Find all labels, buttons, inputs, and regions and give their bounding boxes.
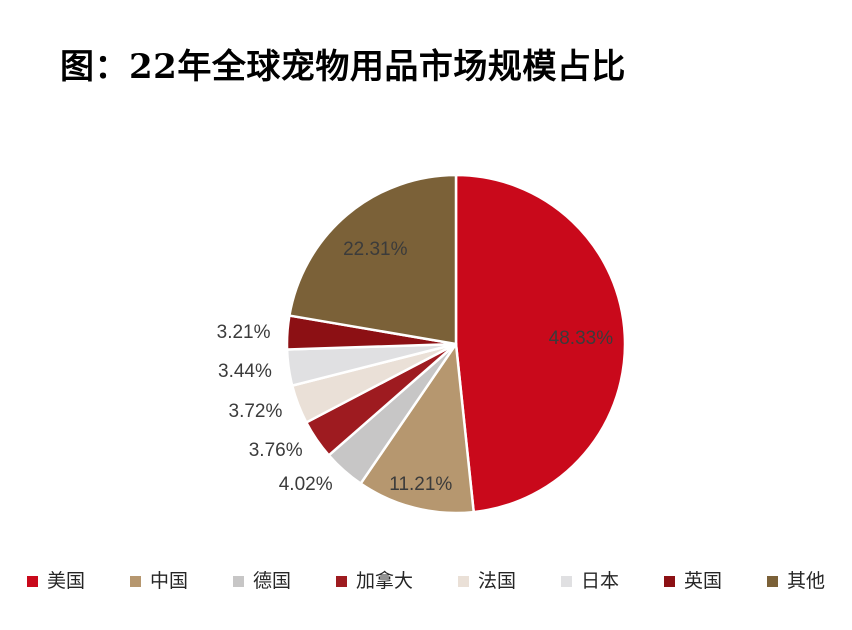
legend-label-5: 日本 bbox=[581, 570, 620, 592]
pie-slice-7 bbox=[288, 173, 458, 346]
slice-label-6: 3.21% bbox=[217, 322, 271, 343]
slice-label-7: 22.31% bbox=[343, 239, 408, 260]
legend-label-6: 英国 bbox=[684, 570, 723, 592]
legend-item-3: 加拿大 bbox=[335, 570, 413, 592]
slice-label-3: 3.76% bbox=[249, 440, 303, 461]
legend-label-4: 法国 bbox=[478, 570, 517, 592]
legend: 美国 中国 德国 加拿大 法国 日本 英国 其他 bbox=[0, 572, 852, 591]
legend-item-1: 中国 bbox=[129, 570, 188, 592]
legend-item-2: 德国 bbox=[232, 570, 291, 592]
legend-swatch-1 bbox=[129, 576, 141, 587]
slice-label-0: 48.33% bbox=[549, 328, 614, 349]
legend-swatch-5 bbox=[561, 576, 573, 587]
legend-label-0: 美国 bbox=[46, 570, 85, 592]
slice-label-5: 3.44% bbox=[218, 361, 272, 382]
legend-swatch-2 bbox=[232, 576, 244, 587]
chart-title: 图：22年全球宠物用品市场规模占比 bbox=[60, 47, 626, 87]
legend-swatch-3 bbox=[335, 576, 347, 587]
legend-item-6: 英国 bbox=[664, 572, 722, 591]
legend-swatch-4 bbox=[458, 576, 469, 587]
legend-swatch-6 bbox=[664, 576, 676, 587]
legend-label-3: 加拿大 bbox=[355, 570, 413, 592]
legend-item-5: 日本 bbox=[561, 572, 619, 591]
legend-swatch-0 bbox=[26, 576, 38, 587]
slice-label-2: 4.02% bbox=[279, 474, 333, 495]
pie-slice-1 bbox=[359, 342, 475, 515]
slice-label-1: 11.21% bbox=[389, 474, 452, 495]
legend-item-7: 其他 bbox=[767, 572, 825, 591]
legend-label-1: 中国 bbox=[149, 570, 188, 592]
legend-label-2: 德国 bbox=[252, 570, 291, 592]
legend-swatch-7 bbox=[767, 576, 779, 587]
legend-label-7: 其他 bbox=[787, 570, 826, 592]
pie-slice-0 bbox=[454, 173, 627, 514]
legend-item-0: 美国 bbox=[26, 570, 85, 592]
slice-label-4: 3.72% bbox=[229, 401, 283, 422]
legend-item-4: 法国 bbox=[458, 572, 516, 591]
